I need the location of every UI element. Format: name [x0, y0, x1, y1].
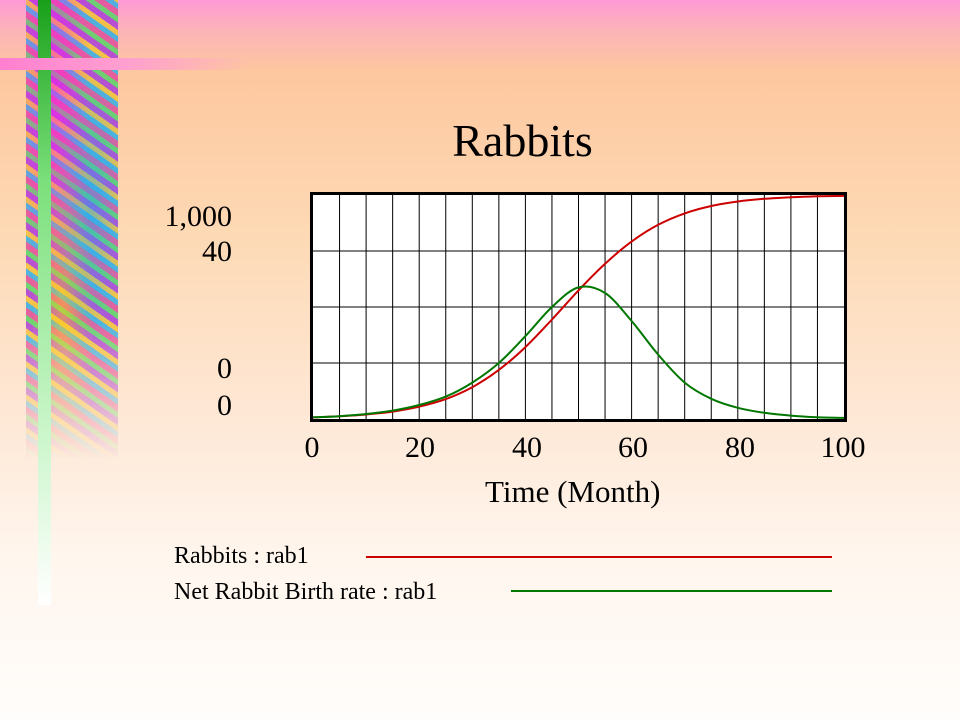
- legend-swatch-rabbits: [366, 556, 832, 558]
- decorative-pink-bar: [0, 58, 250, 70]
- legend-label-birth-rate: Net Rabbit Birth rate : rab1: [174, 579, 438, 605]
- decorative-green-bar: [38, 0, 51, 605]
- chart-svg: [313, 195, 844, 419]
- series-line-birth-rate: [313, 285, 844, 419]
- x-tick-label: 60: [618, 431, 648, 464]
- x-tick-label: 0: [304, 431, 320, 464]
- plot-area: [310, 192, 847, 422]
- x-axis-label: Time (Month): [485, 474, 661, 509]
- chart-title: Rabbits: [452, 115, 593, 166]
- x-tick-label: 80: [725, 431, 755, 464]
- legend-label-rabbits: Rabbits : rab1: [174, 543, 309, 569]
- y-axis-bottom-label-birth-rate: 0: [217, 389, 232, 422]
- y-axis-bottom-label-rabbits: 0: [217, 352, 232, 385]
- series-line-rabbits: [313, 195, 844, 419]
- y-axis-top-label-rabbits: 1,000: [164, 200, 233, 233]
- y-axis-top-label-birth-rate: 40: [202, 235, 232, 268]
- x-tick-label: 20: [405, 431, 435, 464]
- x-tick-label: 100: [820, 431, 866, 464]
- legend-swatch-birth-rate: [511, 590, 832, 592]
- x-tick-label: 40: [512, 431, 542, 464]
- legend: Rabbits : rab1 Net Rabbit Birth rate : r…: [174, 540, 854, 612]
